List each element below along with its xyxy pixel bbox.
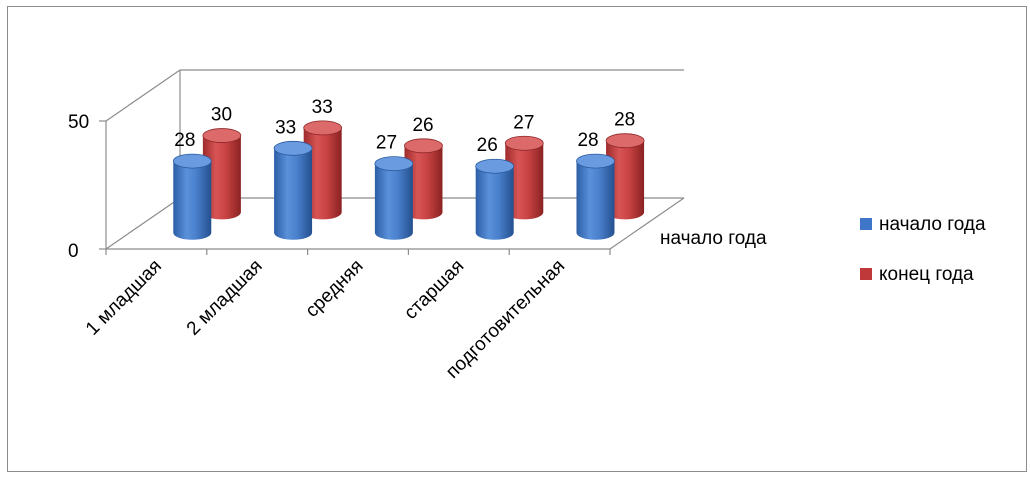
- data-label-end-4: 28: [614, 110, 635, 131]
- cylinder-cap: [576, 153, 615, 169]
- cylinder-cap: [475, 158, 515, 174]
- data-label-start-3: 26: [477, 135, 498, 156]
- x-tick-label-0: 1 младшая: [82, 256, 166, 340]
- cylinder-body: [606, 140, 645, 220]
- floor-right-edge: [609, 197, 685, 250]
- cylinder-body: [505, 143, 544, 220]
- bar-end-1: [303, 120, 343, 220]
- series-marks: [172, 120, 645, 240]
- y-tick-label-50: 50: [68, 112, 89, 133]
- bar-end-2: [404, 138, 443, 220]
- cylinder-body: [404, 145, 443, 220]
- bar-start-4: [576, 153, 615, 240]
- data-label-end-3: 27: [513, 112, 534, 133]
- cylinder-cap: [172, 153, 212, 169]
- cylinder-body: [374, 163, 413, 240]
- legend-swatch-end: [860, 268, 872, 280]
- bar-start-3: [475, 158, 515, 240]
- cylinder-body: [475, 166, 514, 240]
- floor-left-edge: [105, 197, 181, 250]
- legend: начало года конец года: [860, 214, 986, 285]
- cylinder-body: [274, 148, 313, 240]
- data-label-end-1: 33: [312, 97, 333, 118]
- cylinder-cap: [374, 156, 414, 172]
- bar-start-2: [374, 156, 414, 240]
- legend-swatch-start: [860, 218, 872, 230]
- chart-frame: [7, 6, 1027, 472]
- cylinder-cap: [504, 135, 544, 151]
- data-label-end-2: 26: [412, 115, 433, 136]
- legend-label-start: начало года: [879, 214, 986, 235]
- cylinder-body: [576, 161, 615, 240]
- data-label-end-0: 30: [211, 105, 232, 126]
- cylinder-cap: [303, 120, 343, 136]
- data-labels: 30 33 26 27 28 28 33 27 26 28: [174, 97, 635, 156]
- data-label-start-0: 28: [174, 130, 195, 151]
- data-label-start-4: 28: [577, 130, 598, 151]
- x-ticks: [105, 249, 611, 255]
- cylinder-body: [303, 127, 342, 220]
- x-tick-label-3: старшая: [400, 256, 468, 324]
- x-tick-labels: 1 младшая 2 младшая средняя старшаяподготов…: [82, 256, 569, 383]
- cylinder-body: [202, 135, 241, 220]
- cylinder-cap: [202, 128, 242, 143]
- depth-axis-label: начало года: [660, 228, 767, 249]
- cylinder-cap: [404, 138, 443, 154]
- cylinder-body: [173, 161, 212, 240]
- bar-end-3: [504, 135, 544, 220]
- bar-start-1: [273, 140, 313, 240]
- x-tick-label-2: средняя: [302, 256, 368, 322]
- bar-end-4: [605, 133, 645, 220]
- data-label-start-1: 33: [275, 117, 296, 138]
- x-tick-label-1: 2 младшая: [183, 256, 267, 340]
- wall-top-left-edge: [105, 69, 181, 122]
- legend-label-end: конец года: [879, 264, 974, 285]
- cylinder-cap: [605, 133, 645, 149]
- data-label-start-2: 27: [376, 133, 397, 154]
- bar-start-0: [172, 153, 212, 240]
- y-tick-label-0: 0: [68, 241, 79, 262]
- cylinder-cap: [273, 140, 313, 156]
- bar-end-0: [202, 128, 242, 220]
